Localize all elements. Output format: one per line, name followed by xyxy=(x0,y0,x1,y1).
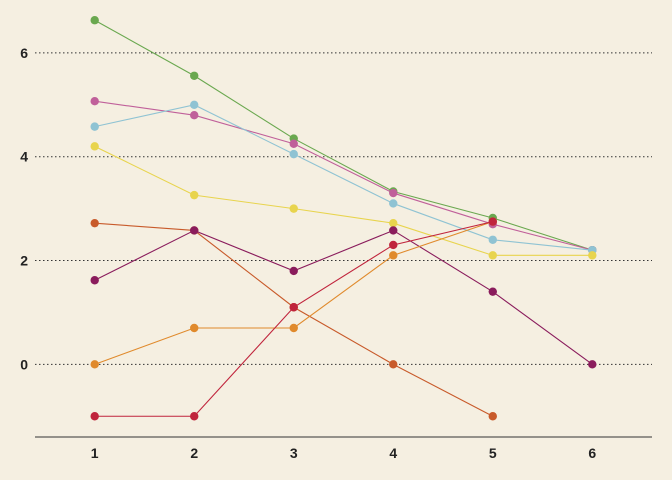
x-tick-label: 4 xyxy=(389,445,397,461)
data-point xyxy=(488,235,497,244)
series-group xyxy=(90,16,597,421)
y-tick-label: 6 xyxy=(20,45,28,61)
data-point xyxy=(90,96,99,106)
series-line xyxy=(94,221,493,365)
data-point xyxy=(190,71,199,80)
x-tick-label: 5 xyxy=(489,445,497,461)
data-point xyxy=(90,218,99,228)
series-5 xyxy=(90,218,497,421)
x-tick-labels: 1 2 3 4 5 6 xyxy=(91,445,597,461)
y-tick-labels: 0 2 4 6 xyxy=(20,45,28,372)
data-point xyxy=(289,149,298,159)
data-point xyxy=(389,199,398,208)
data-point xyxy=(488,412,497,421)
series-2 xyxy=(90,96,597,255)
data-point xyxy=(389,226,398,235)
data-point xyxy=(289,139,298,148)
series-3 xyxy=(90,100,597,255)
data-point xyxy=(389,360,398,369)
data-point xyxy=(389,188,398,198)
series-7 xyxy=(90,217,497,369)
data-point xyxy=(90,16,99,25)
y-tick-label: 2 xyxy=(20,253,28,269)
x-tick-label: 3 xyxy=(290,445,298,461)
data-point xyxy=(190,190,199,200)
data-point xyxy=(90,276,99,285)
series-8 xyxy=(90,217,497,421)
data-point xyxy=(289,204,298,213)
data-point xyxy=(488,251,497,260)
data-point xyxy=(588,251,597,260)
x-tick-label: 1 xyxy=(91,445,99,461)
data-point xyxy=(389,251,398,260)
data-point xyxy=(389,240,398,250)
data-point xyxy=(389,218,398,228)
series-6 xyxy=(90,226,597,369)
data-point xyxy=(90,142,99,151)
data-point xyxy=(588,360,597,369)
series-line xyxy=(94,19,593,251)
data-point xyxy=(190,111,199,120)
series-line xyxy=(94,222,494,417)
series-line xyxy=(94,100,593,251)
series-line xyxy=(94,145,593,256)
series-1 xyxy=(90,16,597,255)
data-point xyxy=(90,122,99,131)
x-tick-label: 6 xyxy=(588,445,596,461)
series-4 xyxy=(90,142,597,260)
series-line xyxy=(94,104,593,251)
data-point xyxy=(190,412,199,421)
series-line xyxy=(94,229,593,365)
data-point xyxy=(289,303,298,312)
data-point xyxy=(289,266,298,276)
data-point xyxy=(488,287,497,296)
data-point xyxy=(190,100,199,110)
data-point xyxy=(90,360,99,369)
y-tick-label: 0 xyxy=(20,356,28,372)
data-point xyxy=(90,412,99,421)
gridlines xyxy=(35,52,652,365)
data-point xyxy=(190,226,199,235)
data-point xyxy=(488,217,497,226)
x-tick-label: 2 xyxy=(190,445,198,461)
data-point xyxy=(190,323,199,333)
data-point xyxy=(289,323,298,333)
y-tick-label: 4 xyxy=(20,149,28,165)
